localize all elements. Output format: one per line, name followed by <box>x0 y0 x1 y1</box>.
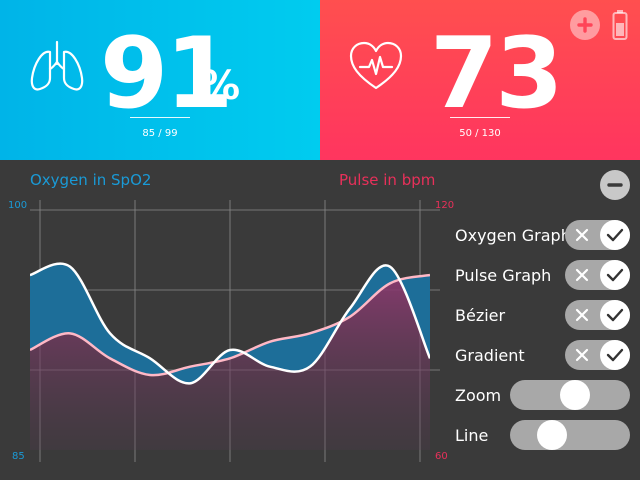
gradient-label: Gradient <box>455 346 525 365</box>
check-icon <box>600 220 630 250</box>
minus-icon <box>607 183 623 187</box>
oxygen-graph-toggle[interactable] <box>565 220 630 250</box>
left-axis-top-label: 100 <box>8 200 28 211</box>
battery-icon <box>612 10 628 40</box>
pulse-range: 50 / 130 <box>459 128 501 139</box>
pulse-divider <box>450 117 510 118</box>
zoom-slider-knob[interactable] <box>559 380 590 410</box>
line-slider-knob[interactable] <box>537 420 567 450</box>
spo2-pulse-band <box>30 263 430 384</box>
close-icon <box>565 300 598 330</box>
pulse-line <box>30 273 430 377</box>
bezier-label: Bézier <box>455 306 506 325</box>
line-label: Line <box>455 426 489 445</box>
check-icon <box>600 340 630 370</box>
bezier-toggle[interactable] <box>565 300 630 330</box>
close-icon <box>565 260 598 290</box>
pulse-tile: 73 50 / 130 <box>320 0 640 160</box>
oxygen-graph-label: Oxygen Graph <box>455 226 571 245</box>
spo2-unit: % <box>200 63 241 109</box>
pulse-graph-toggle[interactable] <box>565 260 630 290</box>
plus-icon <box>577 17 593 33</box>
lungs-icon <box>30 40 84 91</box>
spo2-divider <box>130 117 190 118</box>
gradient-toggle[interactable] <box>565 340 630 370</box>
chart-title-oxygen: Oxygen in SpO2 <box>30 171 152 189</box>
add-button[interactable] <box>570 10 600 40</box>
zoom-label: Zoom <box>455 386 502 405</box>
spo2-value: 91 <box>100 17 233 131</box>
pulse-area <box>30 275 430 450</box>
left-axis-bottom-label: 85 <box>12 451 25 462</box>
pulse-value: 73 <box>430 17 563 131</box>
pulse-graph-label: Pulse Graph <box>455 266 552 285</box>
zoom-slider[interactable] <box>510 380 630 410</box>
line-slider[interactable] <box>510 420 630 450</box>
right-axis-bottom-label: 60 <box>435 451 448 462</box>
chart-title-pulse: Pulse in bpm <box>339 171 436 189</box>
check-icon <box>600 260 630 290</box>
heart-pulse-icon <box>349 41 403 90</box>
spo2-tile: 91 % 85 / 99 <box>0 0 320 160</box>
right-axis-top-label: 120 <box>435 200 455 211</box>
close-icon <box>565 340 598 370</box>
collapse-button[interactable] <box>600 170 630 200</box>
spo2-range: 85 / 99 <box>142 128 178 139</box>
close-icon <box>565 220 598 250</box>
spo2-line <box>30 262 430 385</box>
check-icon <box>600 300 630 330</box>
